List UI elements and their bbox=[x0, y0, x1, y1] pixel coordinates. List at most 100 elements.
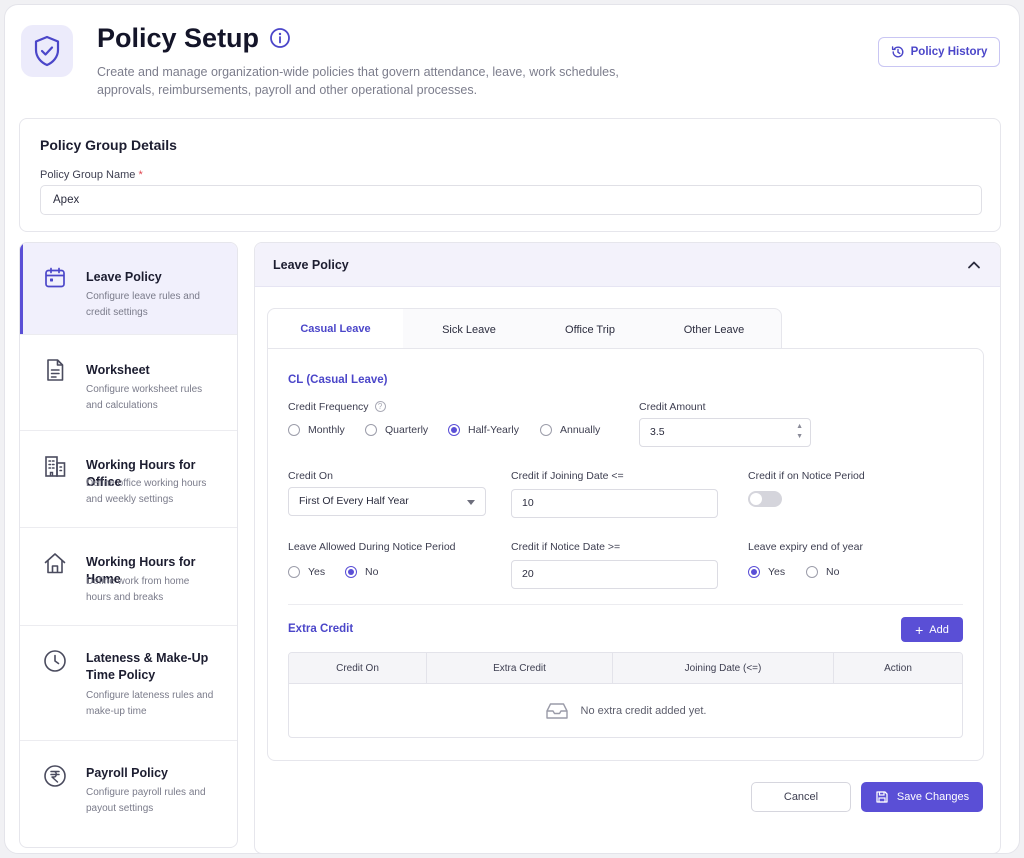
radio-label: Monthly bbox=[308, 424, 345, 436]
chevron-up-icon[interactable] bbox=[966, 257, 982, 273]
clock-icon bbox=[42, 648, 68, 674]
save-button-label: Save Changes bbox=[896, 791, 970, 803]
help-icon[interactable]: ? bbox=[374, 401, 386, 412]
credit-joining-label: Credit if Joining Date <= bbox=[511, 470, 624, 482]
sidebar-item-title: Payroll Policy bbox=[86, 766, 168, 780]
radio-dot bbox=[806, 566, 818, 578]
save-changes-button[interactable]: Save Changes bbox=[861, 782, 983, 812]
sidebar-item-desc: Define office working hours and weekly s… bbox=[86, 478, 207, 505]
credit-on-select[interactable]: First Of Every Half Year bbox=[288, 487, 486, 516]
tab-casual-leave[interactable]: Casual Leave bbox=[268, 309, 403, 350]
tab-sick-leave[interactable]: Sick Leave bbox=[442, 323, 496, 336]
radio-half-yearly[interactable]: Half-Yearly bbox=[448, 424, 519, 436]
sidebar-item-working-hours-home[interactable]: Working Hours for Home Define work from … bbox=[20, 528, 237, 626]
sidebar-item-desc: Configure payroll rules and payout setti… bbox=[86, 787, 206, 814]
calendar-icon bbox=[42, 265, 68, 291]
policy-sidebar: Leave Policy Configure leave rules and c… bbox=[19, 242, 238, 848]
sidebar-item-desc: Configure worksheet rules and calculatio… bbox=[86, 384, 203, 411]
radio-label: Yes bbox=[308, 566, 326, 578]
credit-on-value: First Of Every Half Year bbox=[299, 495, 409, 507]
sidebar-item-title: Working Hours for Office bbox=[86, 458, 196, 489]
radio-dot bbox=[540, 424, 552, 436]
empty-state: No extra credit added yet. bbox=[289, 684, 962, 737]
sidebar-item-title: Lateness & Make-Up Time Policy bbox=[86, 651, 209, 682]
section-divider bbox=[288, 604, 963, 605]
extra-credit-title: Extra Credit bbox=[288, 623, 354, 635]
radio-monthly[interactable]: Monthly bbox=[288, 424, 345, 436]
policy-group-name-label-text: Policy Group Name bbox=[40, 169, 136, 181]
policy-history-label: Policy History bbox=[910, 46, 988, 58]
add-button-label: Add bbox=[929, 623, 949, 636]
radio-label: No bbox=[826, 566, 840, 578]
info-icon[interactable] bbox=[269, 27, 291, 49]
credit-amount-input[interactable]: 3.5 ▲ ▼ bbox=[639, 418, 811, 447]
credit-notice-date-input[interactable]: 20 bbox=[511, 560, 718, 589]
page-description: Create and manage organization-wide poli… bbox=[97, 65, 619, 97]
leave-expiry-label: Leave expiry end of year bbox=[748, 541, 863, 553]
policy-history-button[interactable]: Policy History bbox=[878, 37, 1000, 67]
credit-joining-input[interactable]: 10 bbox=[511, 489, 718, 518]
sidebar-item-lateness-policy[interactable]: Lateness & Make-Up Time Policy Configure… bbox=[20, 626, 237, 741]
sidebar-item-payroll-policy[interactable]: Payroll Policy Configure payroll rules a… bbox=[20, 741, 237, 847]
leave-type-tabs: Casual Leave Sick Leave Office Trip Othe… bbox=[267, 308, 782, 350]
radio-label: No bbox=[365, 566, 379, 578]
radio-label: Half-Yearly bbox=[468, 424, 519, 436]
tab-office-trip[interactable]: Office Trip bbox=[565, 323, 615, 336]
radio-expiry-no[interactable]: No bbox=[806, 566, 839, 578]
sidebar-item-working-hours-office[interactable]: Working Hours for Office Define office w… bbox=[20, 431, 237, 528]
plus-icon: + bbox=[915, 621, 924, 638]
panel-title: Leave Policy bbox=[273, 258, 349, 272]
policy-group-card: Policy Group Details Policy Group Name *… bbox=[19, 118, 1001, 232]
leave-policy-panel: Leave Policy Casual Leave Sick Leave Off… bbox=[254, 242, 1001, 853]
radio-label: Yes bbox=[768, 566, 786, 578]
sidebar-item-title: Leave Policy bbox=[86, 270, 162, 284]
radio-expiry-yes[interactable]: Yes bbox=[748, 566, 785, 578]
credit-notice-date-label: Credit if Notice Date >= bbox=[511, 541, 621, 553]
home-icon bbox=[42, 550, 68, 576]
column-header: Extra Credit bbox=[427, 653, 613, 684]
radio-notice-no[interactable]: No bbox=[345, 566, 378, 578]
radio-label: Annually bbox=[560, 424, 601, 436]
credit-notice-toggle[interactable] bbox=[748, 491, 782, 507]
credit-frequency-label: Credit Frequency? bbox=[288, 401, 386, 413]
extra-credit-table-header: Credit On Extra Credit Joining Date (<=)… bbox=[289, 653, 962, 684]
number-stepper-icon[interactable]: ▲ ▼ bbox=[796, 423, 803, 440]
toggle-knob bbox=[750, 493, 762, 505]
cancel-button[interactable]: Cancel bbox=[751, 782, 851, 812]
shield-check-icon bbox=[21, 25, 73, 77]
leave-policy-panel-header[interactable]: Leave Policy bbox=[255, 243, 1000, 287]
policy-group-name-input[interactable]: Apex bbox=[40, 185, 982, 215]
radio-dot-selected bbox=[345, 566, 357, 578]
credit-frequency-label-text: Credit Frequency bbox=[288, 401, 369, 413]
radio-label: Quarterly bbox=[385, 424, 429, 436]
column-header: Credit On bbox=[289, 653, 427, 684]
radio-notice-yes[interactable]: Yes bbox=[288, 566, 325, 578]
extra-credit-table: Credit On Extra Credit Joining Date (<=)… bbox=[288, 652, 963, 738]
sidebar-item-title: Worksheet bbox=[86, 363, 150, 377]
credit-on-label: Credit On bbox=[288, 470, 333, 482]
sidebar-item-desc: Configure lateness rules and make-up tim… bbox=[86, 690, 214, 717]
sidebar-item-worksheet[interactable]: Worksheet Configure worksheet rules and … bbox=[20, 335, 237, 431]
policy-setup-window: Policy Setup Create and manage organizat… bbox=[4, 4, 1020, 854]
save-icon bbox=[876, 791, 888, 803]
radio-annually[interactable]: Annually bbox=[540, 424, 600, 436]
tab-other-leave[interactable]: Other Leave bbox=[683, 323, 745, 336]
sidebar-item-desc: Define work from home hours and breaks bbox=[86, 576, 190, 603]
radio-quarterly[interactable]: Quarterly bbox=[365, 424, 428, 436]
credit-notice-label: Credit if on Notice Period bbox=[748, 470, 865, 482]
inbox-icon bbox=[545, 702, 568, 719]
policy-group-title: Policy Group Details bbox=[40, 137, 177, 153]
sidebar-item-title: Working Hours for Home bbox=[86, 555, 196, 586]
chevron-down-icon bbox=[467, 500, 475, 505]
document-icon bbox=[42, 357, 68, 383]
rupee-icon bbox=[42, 763, 68, 789]
radio-dot-selected bbox=[448, 424, 460, 436]
add-extra-credit-button[interactable]: + Add bbox=[901, 617, 963, 642]
column-header: Action bbox=[884, 663, 912, 674]
sidebar-item-leave-policy[interactable]: Leave Policy Configure leave rules and c… bbox=[20, 243, 237, 335]
empty-state-text: No extra credit added yet. bbox=[580, 704, 707, 717]
required-marker: * bbox=[138, 169, 143, 181]
building-icon bbox=[42, 453, 68, 479]
radio-dot-selected bbox=[748, 566, 760, 578]
radio-dot bbox=[288, 424, 300, 436]
